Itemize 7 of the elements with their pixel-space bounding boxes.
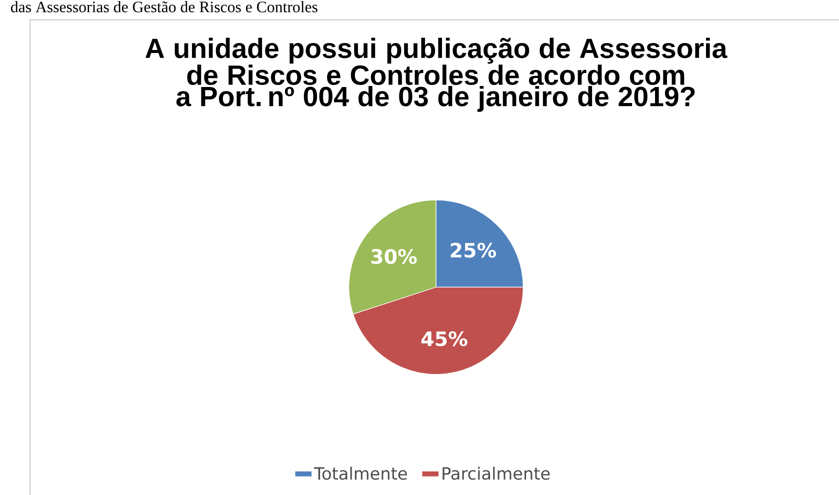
legend-label: Parcialmente <box>442 466 550 480</box>
data-label: 25% <box>450 242 496 258</box>
legend-label: Totalmente <box>314 466 407 480</box>
data-label: 30% <box>371 248 417 264</box>
chart-title: A unidade possui publicação de Assessoria de Riscos e Controles de acordo com a Port. nº 004 de 03 de janeiro de 2019? <box>145 38 728 112</box>
text: das Assessorias de Gestão de Riscos e Controles <box>10 1 318 12</box>
data-label: 45% <box>421 331 468 346</box>
